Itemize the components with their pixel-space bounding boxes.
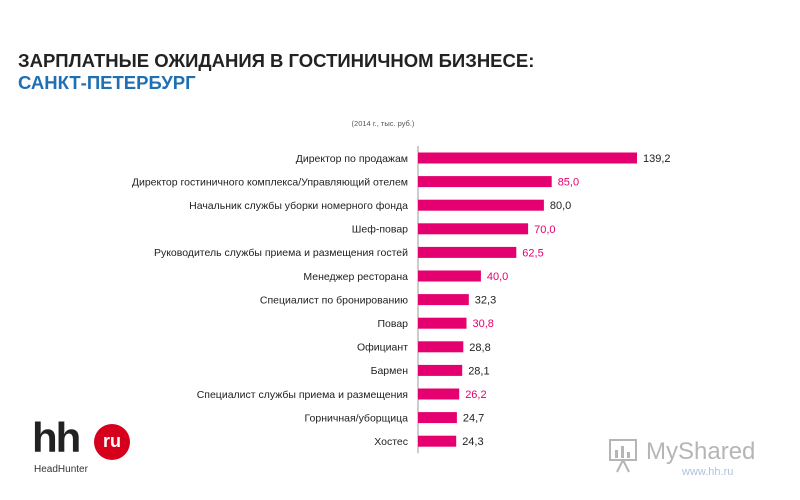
category-label: Менеджер ресторана bbox=[303, 271, 408, 283]
bar bbox=[418, 294, 469, 306]
bar bbox=[418, 412, 457, 424]
bar bbox=[418, 388, 460, 400]
bar bbox=[418, 270, 481, 282]
logo-ru-badge: ru bbox=[94, 424, 130, 460]
data-label: 70,0 bbox=[534, 224, 555, 236]
bar bbox=[418, 246, 517, 258]
data-label: 139,2 bbox=[643, 153, 671, 165]
category-label: Официант bbox=[357, 342, 408, 354]
data-label: 24,3 bbox=[462, 436, 483, 448]
data-label: 85,0 bbox=[558, 177, 579, 189]
logo-headhunter-text: HeadHunter bbox=[34, 464, 88, 475]
chart-title: ЗАРПЛАТНЫЕ ОЖИДАНИЯ В ГОСТИНИЧНОМ БИЗНЕС… bbox=[18, 50, 534, 94]
bar bbox=[418, 199, 544, 211]
bar bbox=[418, 341, 464, 353]
watermark-url: www.hh.ru bbox=[682, 466, 734, 478]
watermark-text: MyShared bbox=[646, 438, 756, 465]
category-label: Руководитель службы приема и размещения … bbox=[154, 247, 408, 259]
myshared-watermark: MyShared www.hh.ru bbox=[606, 436, 796, 492]
category-label: Начальник службы уборки номерного фонда bbox=[189, 200, 408, 212]
title-line-2: САНКТ-ПЕТЕРБУРГ bbox=[18, 72, 196, 93]
bar bbox=[418, 364, 463, 376]
category-label: Горничная/уборщица bbox=[305, 412, 409, 424]
data-label: 40,0 bbox=[487, 271, 508, 283]
bar bbox=[418, 223, 529, 235]
bar bbox=[418, 152, 637, 164]
headhunter-logo: hh ru HeadHunter bbox=[32, 414, 142, 480]
category-label: Директор по продажам bbox=[296, 153, 408, 165]
data-label: 30,8 bbox=[473, 318, 494, 330]
data-label: 28,8 bbox=[469, 342, 490, 354]
data-label: 32,3 bbox=[475, 295, 496, 307]
category-label: Специалист по бронированию bbox=[260, 294, 408, 306]
bar bbox=[418, 435, 457, 447]
data-label: 24,7 bbox=[463, 413, 484, 425]
category-label: Хостес bbox=[374, 436, 408, 448]
bar bbox=[418, 317, 467, 329]
category-label: Бармен bbox=[371, 365, 409, 377]
data-label: 26,2 bbox=[465, 389, 486, 401]
data-label: 28,1 bbox=[468, 365, 489, 377]
category-label: Шеф-повар bbox=[352, 224, 408, 236]
data-label: 80,0 bbox=[550, 200, 571, 212]
title-line-1: ЗАРПЛАТНЫЕ ОЖИДАНИЯ В ГОСТИНИЧНОМ БИЗНЕС… bbox=[18, 50, 535, 71]
category-label: Специалист службы приема и размещения bbox=[197, 389, 408, 401]
bar bbox=[418, 176, 552, 188]
category-label: Повар bbox=[377, 318, 408, 330]
chart-subtitle: (2014 г., тыс. руб.) bbox=[351, 119, 415, 128]
logo-hh-text: hh bbox=[32, 414, 81, 461]
category-label: Директор гостиничного комплекса/Управляю… bbox=[132, 176, 408, 188]
data-label: 62,5 bbox=[522, 247, 543, 259]
presentation-icon bbox=[609, 439, 637, 473]
